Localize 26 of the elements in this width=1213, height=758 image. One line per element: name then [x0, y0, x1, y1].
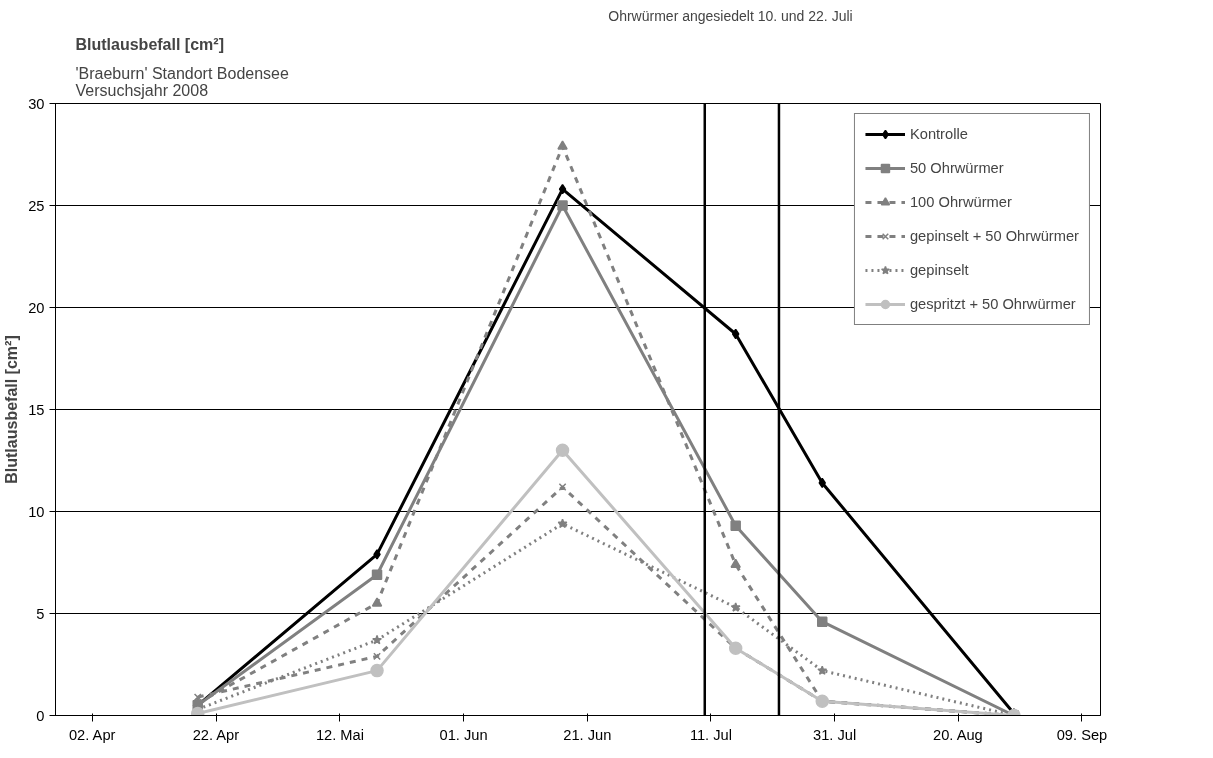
x-tick-label: 09. Sep — [1056, 726, 1108, 743]
x-tick-label: 22. Apr — [192, 726, 240, 743]
legend-label: 100 Ohrwürmer — [909, 194, 1012, 210]
x-tick-label: 21. Jun — [563, 726, 612, 743]
x-tick-label: 12. Mai — [315, 726, 364, 743]
legend-label: 50 Ohrwürmer — [909, 160, 1004, 176]
y-tick-label: 15 — [28, 401, 45, 418]
y-tick-label: 0 — [36, 707, 45, 724]
y-tick-label: 30 — [28, 95, 45, 112]
y-axis-title: Blutlausbefall [cm²] — [3, 335, 21, 484]
x-tick-label: 02. Apr — [68, 726, 116, 743]
x-tick-label: 20. Aug — [933, 726, 983, 743]
y-tick-label: 10 — [28, 503, 45, 520]
x-tick-label: 11. Jul — [689, 726, 732, 743]
y-tick-label: 5 — [36, 605, 45, 622]
x-tick-label: 01. Jun — [439, 726, 488, 743]
chart-subtitle: 'Braeburn' Standort Bodensee Versuchsjahr 2008 — [75, 64, 289, 99]
legend-label: gepinselt + 50 Ohrwürmer — [909, 228, 1079, 244]
y-tick-label: 25 — [28, 197, 45, 214]
legend-label: Kontrolle — [909, 126, 968, 142]
x-tick-label: 31. Jul — [813, 726, 857, 743]
y-tick-label: 20 — [28, 299, 45, 316]
legend-label: gespritzt + 50 Ohrwürmer — [909, 296, 1076, 312]
text: Ohrwürmer angesiedelt 10. und 22. Juli — [608, 7, 853, 24]
chart-title: Blutlausbefall [cm²] — [75, 35, 224, 53]
legend-label: gepinselt — [909, 262, 969, 278]
